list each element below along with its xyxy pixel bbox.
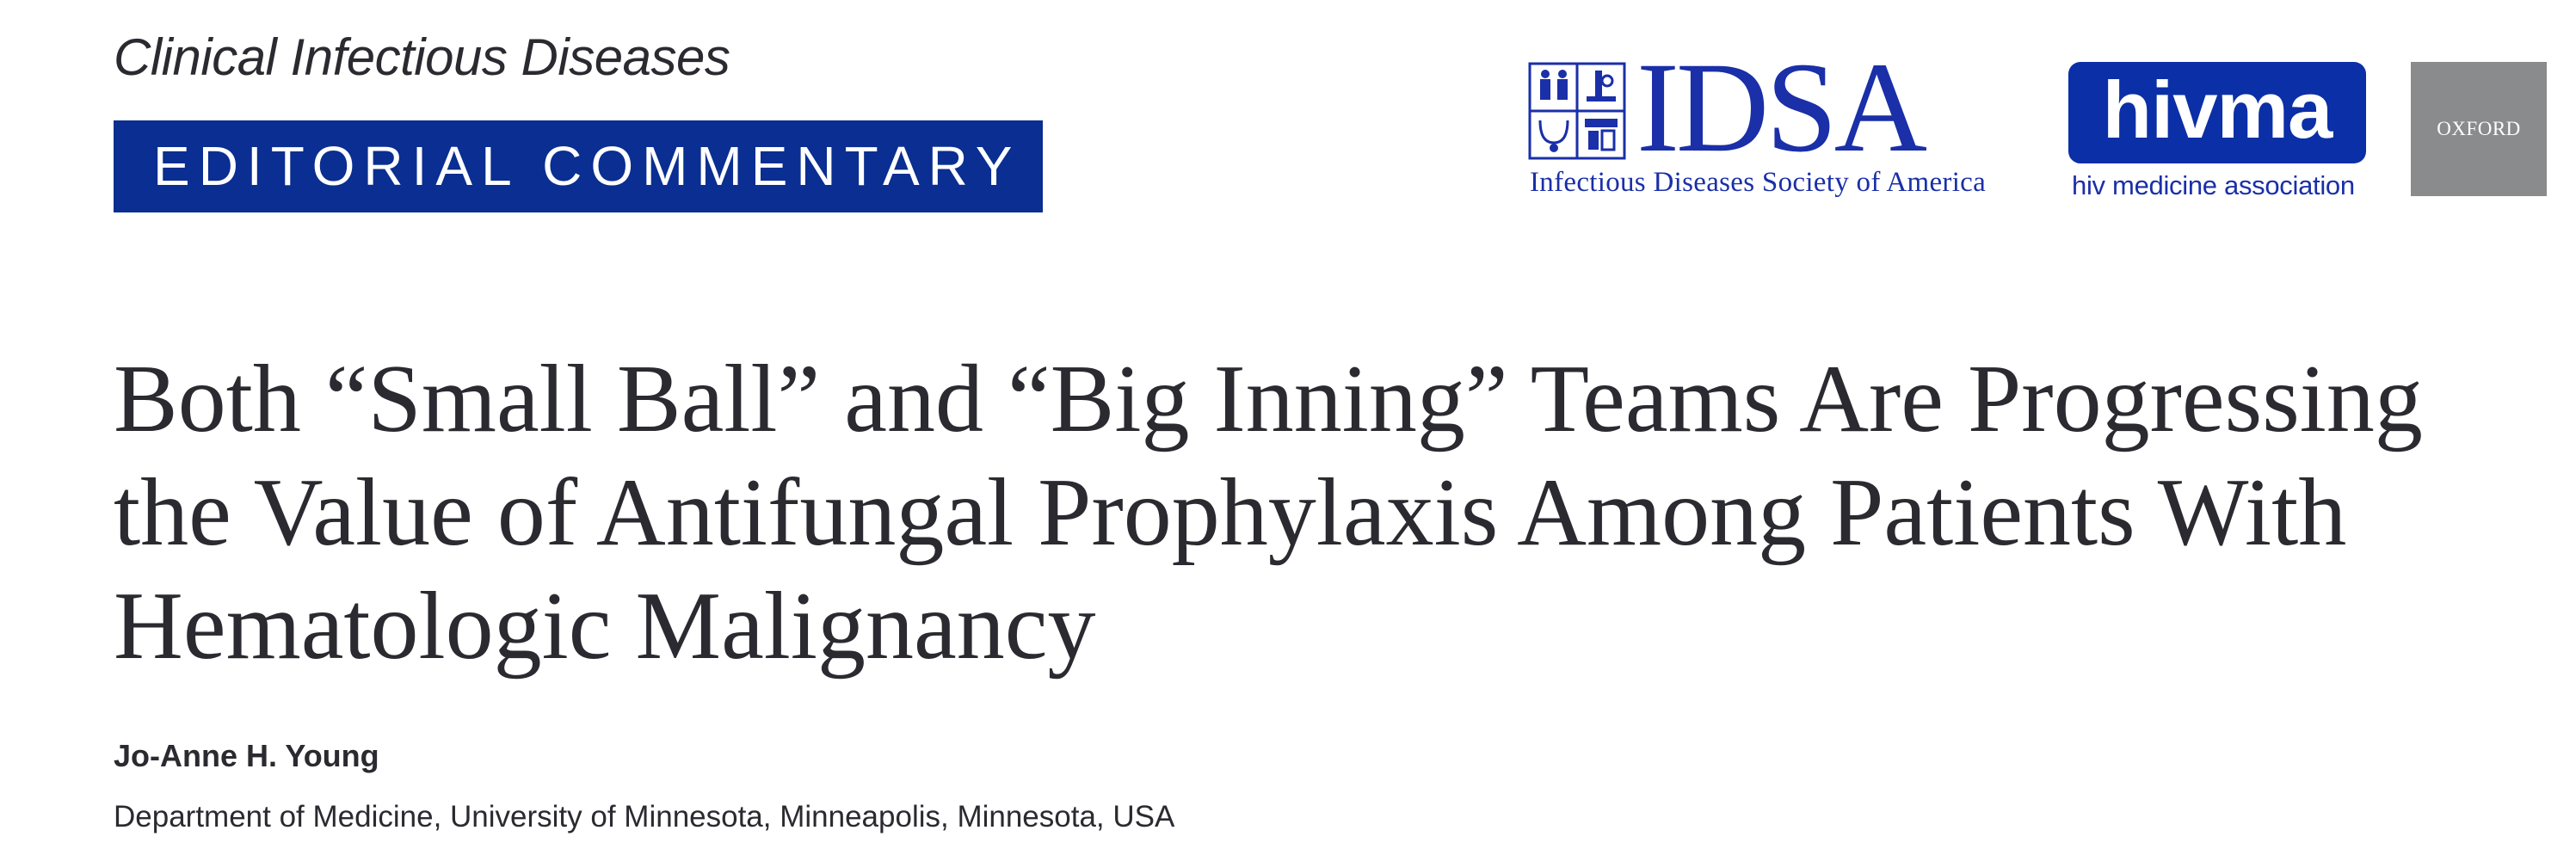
oxford-logo: OXFORD bbox=[2411, 62, 2547, 196]
hivma-wordmark: hivma bbox=[2068, 62, 2366, 163]
idsa-emblem-icon bbox=[1528, 62, 1626, 160]
author-affiliation: Department of Medicine, University of Mi… bbox=[114, 800, 1175, 833]
idsa-logo: IDSA Infectious Diseases Society of Amer… bbox=[1528, 43, 2036, 200]
hivma-logo: hivma hiv medicine association bbox=[2068, 62, 2371, 208]
idsa-wordmark: IDSA bbox=[1636, 36, 1927, 179]
author-name: Jo-Anne H. Young bbox=[114, 738, 379, 773]
idsa-tagline: Infectious Diseases Society of America bbox=[1530, 167, 1987, 198]
article-title: Both “Small Ball” and “Big Inning” Teams… bbox=[114, 346, 2423, 680]
journal-name: Clinical Infectious Diseases bbox=[114, 28, 730, 86]
section-banner: EDITORIAL COMMENTARY bbox=[114, 120, 1043, 212]
hivma-tagline: hiv medicine association bbox=[2072, 170, 2355, 200]
